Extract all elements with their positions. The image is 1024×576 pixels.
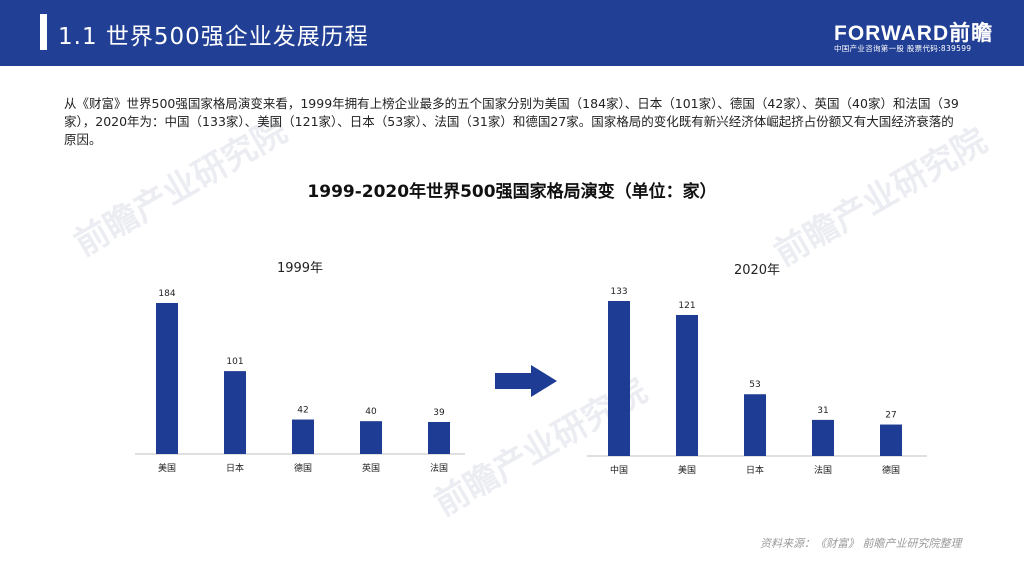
data-label-0-0: 184 xyxy=(158,289,175,299)
data-label-1-1: 121 xyxy=(678,301,695,311)
bar-1-0 xyxy=(608,301,630,456)
page-title: 1.1 世界500强企业发展历程 xyxy=(58,24,369,50)
category-label-1-4: 德国 xyxy=(882,464,900,476)
category-label-0-1: 日本 xyxy=(226,462,244,474)
bar-0-3 xyxy=(360,421,382,454)
data-label-1-0: 133 xyxy=(610,287,627,297)
chart-title-1: 2020年 xyxy=(734,263,780,278)
category-label-0-0: 美国 xyxy=(158,462,176,474)
chart-main-title: 1999-2020年世界500强国家格局演变（单位：家） xyxy=(307,182,717,202)
bar-1-2 xyxy=(744,394,766,456)
header-accent xyxy=(40,14,47,50)
category-label-0-4: 法国 xyxy=(430,462,448,474)
bar-0-0 xyxy=(156,303,178,454)
data-label-0-1: 101 xyxy=(226,357,243,367)
category-label-1-2: 日本 xyxy=(746,464,764,476)
data-label-0-3: 40 xyxy=(365,407,377,417)
data-label-0-4: 39 xyxy=(433,408,445,418)
source-note: 资料来源：《财富》 前瞻产业研究院整理 xyxy=(760,537,962,550)
category-label-1-1: 美国 xyxy=(678,464,696,476)
data-label-1-4: 27 xyxy=(885,411,896,421)
arrow-right-icon xyxy=(495,365,557,397)
bar-0-1 xyxy=(224,371,246,454)
bar-1-4 xyxy=(880,424,902,456)
bar-1-1 xyxy=(676,314,698,456)
category-label-0-2: 德国 xyxy=(294,462,312,474)
bar-1-3 xyxy=(812,419,834,456)
data-label-1-3: 31 xyxy=(817,406,828,416)
bar-chart-1: 2020年 133 中国 121 美国 53 日本 31 法国 27 德国 xyxy=(587,263,927,476)
bar-chart-0: 1999年 184 美国 101 日本 42 德国 40 英国 39 法国 xyxy=(135,261,465,474)
bar-0-4 xyxy=(428,421,450,454)
data-label-0-2: 42 xyxy=(297,406,308,416)
bar-0-2 xyxy=(292,419,314,454)
category-label-0-3: 英国 xyxy=(362,462,380,474)
chart-title-0: 1999年 xyxy=(277,261,323,276)
header-bar: 1.1 世界500强企业发展历程 FORWARD前瞻 中国产业咨询第一股 股票代… xyxy=(0,0,1024,66)
logo: FORWARD前瞻 xyxy=(834,22,994,45)
logo-subtitle: 中国产业咨询第一股 股票代码:839599 xyxy=(834,44,972,53)
intro-paragraph: 从《财富》世界500强国家格局演变来看，1999年拥有上榜企业最多的五个国家分别… xyxy=(64,96,959,147)
category-label-1-3: 法国 xyxy=(814,464,832,476)
category-label-1-0: 中国 xyxy=(610,464,628,476)
data-label-1-2: 53 xyxy=(749,380,760,390)
